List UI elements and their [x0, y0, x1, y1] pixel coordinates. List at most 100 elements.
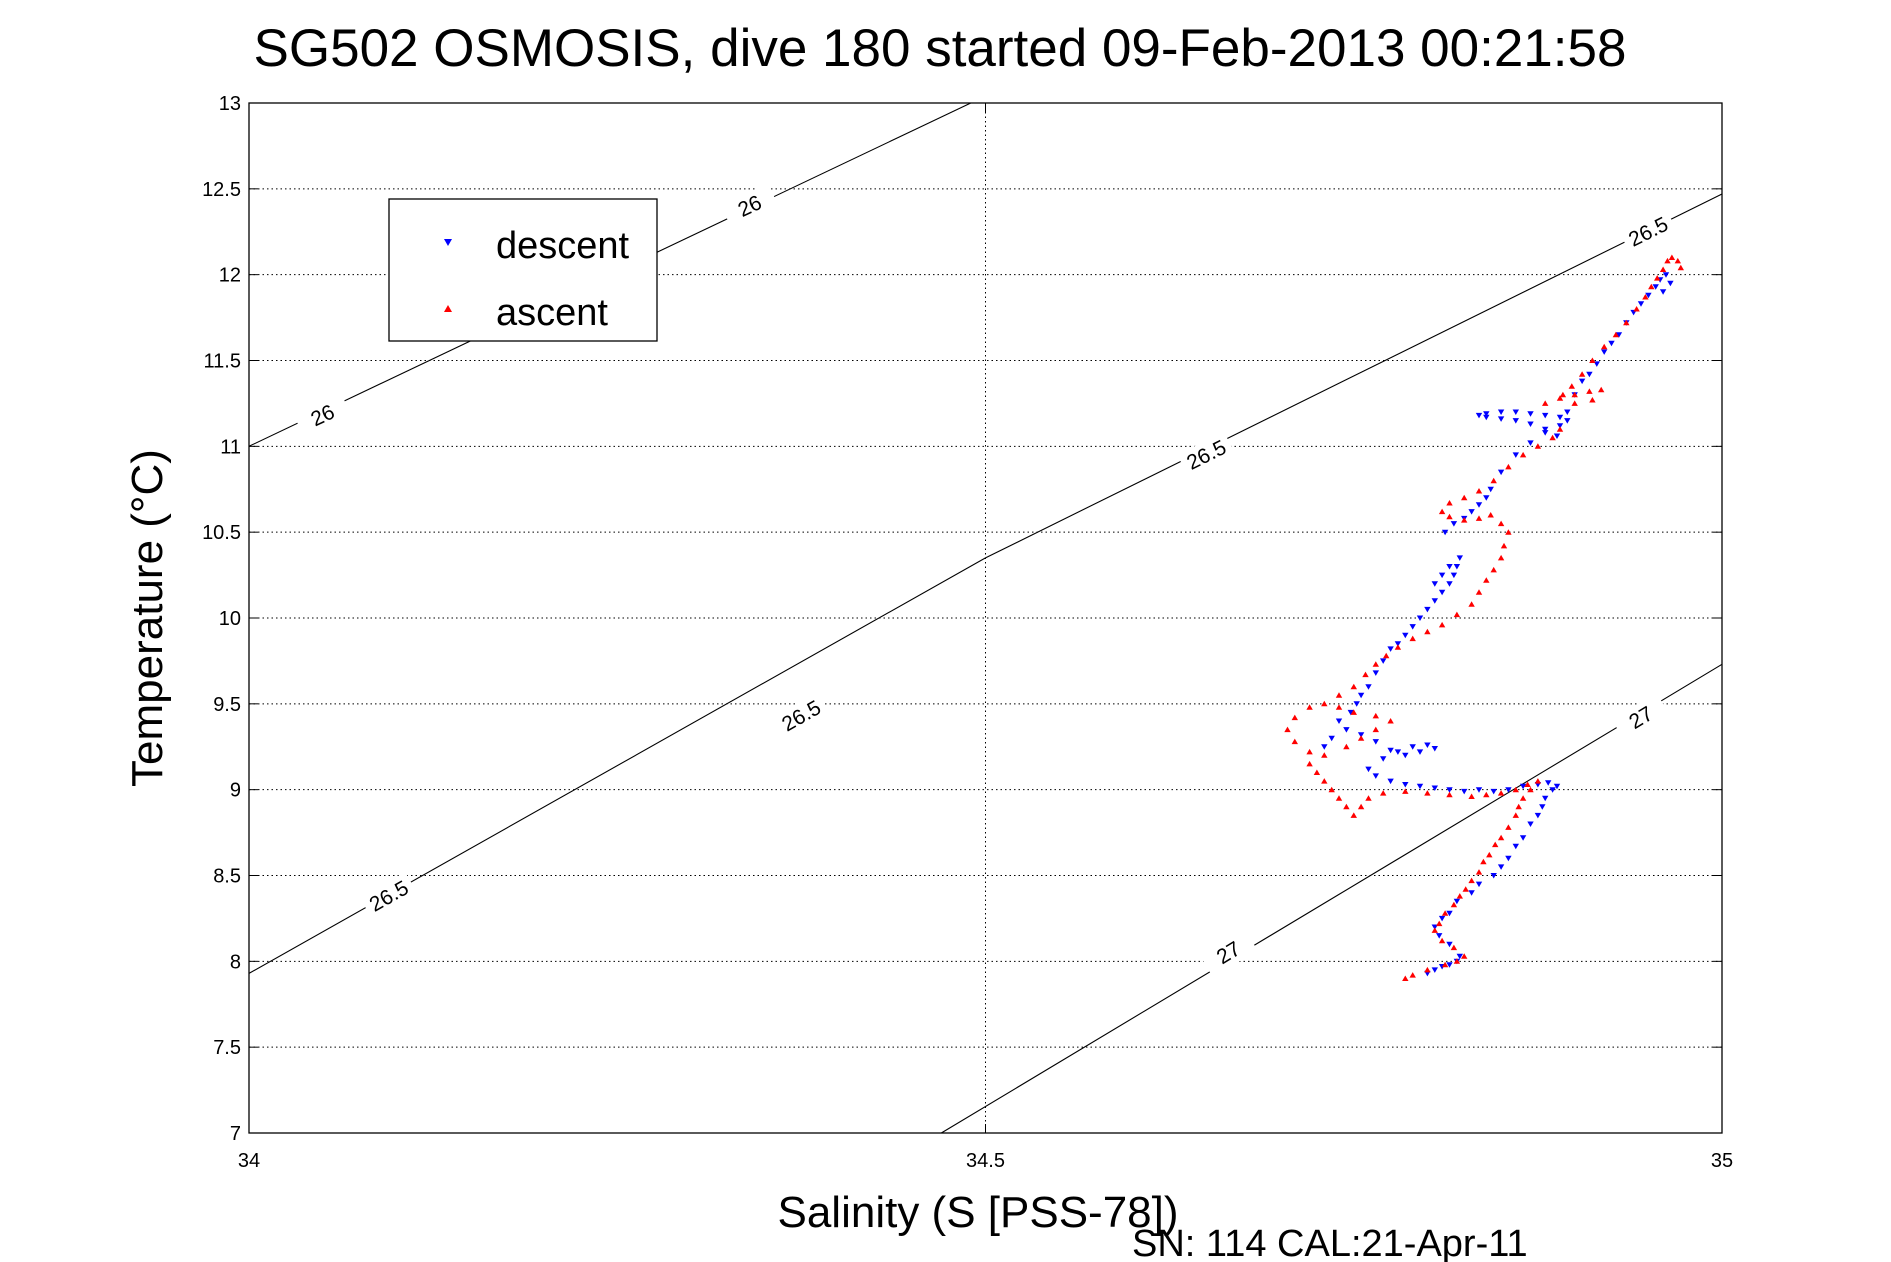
ascent-point [1505, 824, 1512, 830]
ascent-point [1462, 886, 1469, 892]
ascent-point [1357, 735, 1365, 741]
ascent-point [1480, 858, 1487, 865]
descent-point [1556, 414, 1564, 421]
ascent-point [1335, 692, 1343, 698]
ascent-point [1490, 566, 1497, 573]
ascent-point [1380, 790, 1387, 796]
descent-point [1431, 967, 1438, 973]
x-tick-label: 34.5 [966, 1150, 1005, 1172]
ascent-point [1335, 704, 1343, 710]
descent-point [1497, 416, 1505, 422]
ascent-point [1668, 254, 1676, 260]
descent-point [1637, 301, 1645, 307]
ascent-point [1450, 901, 1458, 908]
ascent-point [1497, 520, 1505, 527]
descent-point [1545, 780, 1552, 786]
ascent-point [1321, 778, 1328, 784]
descent-point [1372, 739, 1379, 745]
x-tick-label: 34 [238, 1150, 260, 1172]
descent-point [1387, 778, 1394, 785]
ascent-point [1500, 542, 1508, 549]
ascent-point [1343, 743, 1350, 750]
ascent-point [1436, 920, 1443, 927]
ascent-point [1438, 508, 1446, 515]
descent-point [1453, 564, 1461, 570]
descent-point [1416, 615, 1424, 621]
descent-point [1409, 624, 1416, 630]
contour-label-background [772, 691, 831, 740]
ascent-point [1372, 726, 1379, 733]
ascent-point [1372, 661, 1379, 667]
ascent-point [1306, 760, 1313, 767]
ascent-point [1335, 795, 1343, 801]
descent-point [1497, 409, 1505, 415]
ascent-point [1291, 738, 1298, 745]
ascent-point [1394, 644, 1402, 650]
ascent-point [1519, 795, 1527, 801]
descent-point [1519, 783, 1527, 790]
contour-label-background [1177, 431, 1236, 479]
descent-point [1431, 598, 1438, 604]
descent-point [1328, 735, 1335, 742]
descent-point [1586, 371, 1593, 378]
descent-point [1468, 890, 1475, 896]
ascent-point [1446, 791, 1453, 798]
descent-point [1542, 430, 1549, 436]
descent-point [1542, 426, 1549, 433]
descent-point [1615, 332, 1623, 338]
ascent-point [1441, 910, 1449, 916]
descent-point [1446, 910, 1453, 917]
series-descent [1321, 272, 1674, 977]
ascent-point [1505, 529, 1512, 535]
ascent-point [1589, 397, 1596, 403]
descent-point [1475, 502, 1483, 508]
ascent-point [1365, 795, 1372, 801]
ascent-point [1424, 628, 1431, 635]
ascent-point [1505, 463, 1512, 470]
ascent-point [1601, 343, 1608, 350]
ascent-point [1559, 391, 1567, 398]
ascent-point [1409, 972, 1416, 978]
descent-point [1497, 469, 1505, 476]
descent-point [1416, 783, 1424, 790]
ascent-point [1664, 257, 1671, 264]
ascent-point [1468, 601, 1475, 607]
descent-point [1416, 749, 1424, 755]
descent-point [1512, 409, 1519, 415]
ascent-point [1350, 683, 1357, 690]
legend-descent-label: descent [496, 225, 630, 267]
contour-label-background [1199, 928, 1258, 978]
descent-point [1539, 804, 1546, 810]
ascent-point [1409, 635, 1416, 642]
ascent-point [1487, 512, 1494, 518]
ascent-point [1387, 718, 1394, 724]
descent-point [1487, 486, 1494, 493]
ascent-point [1350, 709, 1357, 715]
series-ascent [1284, 254, 1684, 981]
y-tick-label: 10 [219, 608, 241, 630]
serial-calibration-note: SN: 114 CAL:21-Apr-11 [1132, 1223, 1528, 1262]
ascent-point [1321, 752, 1328, 758]
ascent-point [1321, 700, 1328, 707]
descent-point [1512, 452, 1519, 458]
ascent-point [1524, 781, 1531, 787]
descent-point [1542, 412, 1549, 419]
descent-point [1564, 409, 1571, 415]
descent-point [1483, 414, 1490, 421]
descent-point [1468, 509, 1475, 515]
ascent-point [1306, 704, 1313, 710]
descent-point [1441, 529, 1449, 536]
descent-point [1365, 766, 1372, 773]
ascent-point [1648, 283, 1655, 290]
y-axis-label: Temperature (°C) [123, 449, 172, 787]
ascent-point [1441, 961, 1449, 968]
ascent-point [1512, 786, 1519, 793]
descent-point [1409, 744, 1416, 750]
grid [249, 103, 1722, 1133]
y-tick-label: 12.5 [202, 179, 241, 201]
descent-point [1652, 284, 1659, 290]
ascent-point [1598, 386, 1605, 393]
ascent-point [1424, 966, 1431, 973]
ascent-point [1571, 391, 1578, 398]
ascent-point [1483, 577, 1490, 583]
